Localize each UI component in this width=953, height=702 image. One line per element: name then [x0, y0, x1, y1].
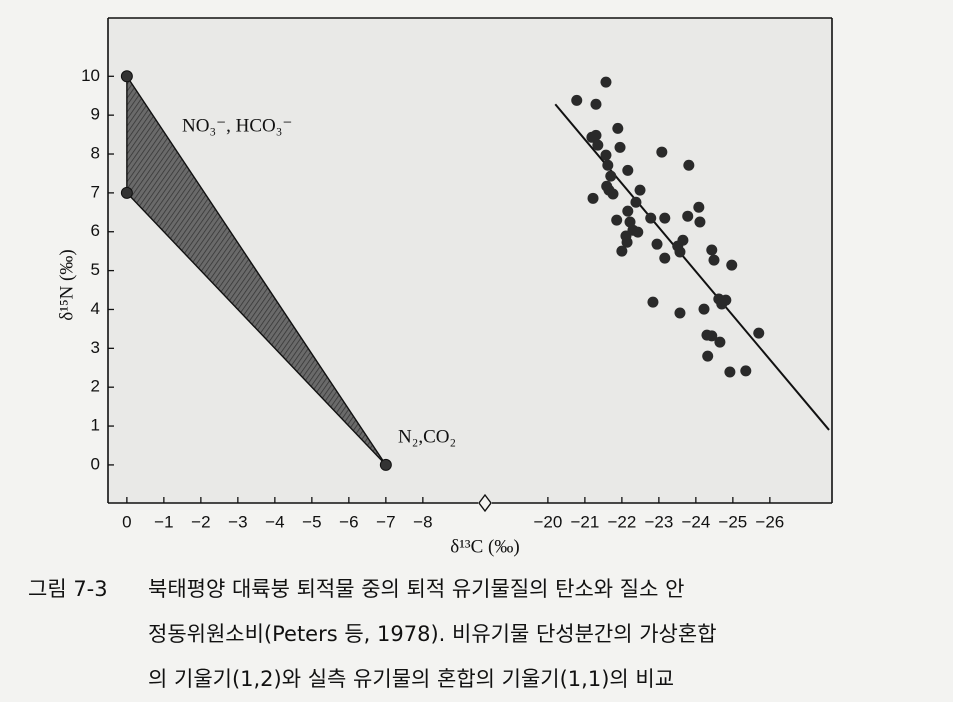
data-point [714, 336, 726, 348]
data-point [590, 129, 602, 141]
data-point [612, 122, 624, 134]
data-point [659, 252, 671, 264]
data-point [571, 94, 583, 106]
data-point [614, 141, 626, 153]
end-member-point [379, 458, 392, 471]
y-tick-label: 3 [91, 338, 100, 357]
x-tick-label: −24 [681, 512, 710, 531]
y-tick-label: 9 [91, 105, 100, 124]
data-point [607, 188, 619, 200]
caption-line: 의 기울기(1,2)와 실측 유기물의 혼합의 기울기(1,1)의 비교 [148, 667, 674, 691]
caption-line: 정동위원소비(Peters 등, 1978). 비유기물 단성분간의 가상혼합 [148, 622, 717, 646]
data-point [600, 149, 612, 161]
caption-line: 북태평양 대륙붕 퇴적물 중의 퇴적 유기물질의 탄소와 질소 안 [148, 577, 684, 601]
y-tick-label: 8 [91, 144, 100, 163]
fit-line [554, 103, 830, 431]
data-point [674, 307, 686, 319]
data-point [622, 205, 634, 217]
data-point [651, 238, 663, 250]
x-tick-label: −1 [154, 512, 173, 531]
data-point [620, 230, 632, 242]
x-tick-label: 0 [122, 512, 131, 531]
x-tick-label: −2 [191, 512, 210, 531]
x-tick-label: −25 [718, 512, 747, 531]
y-tick-label: 0 [91, 454, 100, 473]
y-tick-label: 7 [91, 182, 100, 201]
data-point [702, 350, 714, 362]
data-point [592, 139, 604, 151]
y-tick-label: 10 [81, 66, 100, 85]
data-point [698, 303, 710, 315]
y-tick-label: 6 [91, 221, 100, 240]
data-point [682, 210, 694, 222]
data-point [605, 170, 617, 182]
data-point [726, 259, 738, 271]
data-point [706, 330, 718, 342]
x-tick-label: −23 [644, 512, 673, 531]
data-point [706, 244, 718, 256]
data-point [740, 365, 752, 377]
annotation: N₂,CO₂ [398, 426, 456, 447]
x-tick-label: −20 [533, 512, 562, 531]
x-axis-label: δ¹³C (‰) [450, 536, 519, 557]
data-point [587, 192, 599, 204]
data-point [720, 294, 732, 306]
data-point [634, 184, 646, 196]
data-point [600, 76, 612, 88]
data-point [694, 216, 706, 228]
data-point [622, 164, 634, 176]
x-tick-label: −3 [228, 512, 247, 531]
data-point [616, 245, 628, 257]
data-point [683, 159, 695, 171]
data-point [656, 146, 668, 158]
data-point [590, 98, 602, 110]
data-point [659, 212, 671, 224]
y-tick-label: 2 [91, 377, 100, 396]
x-tick-label: −21 [570, 512, 599, 531]
data-point [674, 246, 686, 258]
x-tick-label: −4 [265, 512, 284, 531]
data-point [753, 327, 765, 339]
x-tick-label: −5 [302, 512, 321, 531]
x-tick-label: −6 [339, 512, 358, 531]
y-tick-label: 1 [91, 416, 100, 435]
caption-label: 그림 7-3 [28, 577, 108, 601]
data-point [724, 366, 736, 378]
data-point [693, 201, 705, 213]
end-member-point [120, 186, 133, 199]
x-tick-label: −8 [413, 512, 432, 531]
data-point [611, 214, 623, 226]
annotation: NO₃⁻, HCO₃⁻ [182, 115, 292, 136]
y-tick-label: 5 [91, 260, 100, 279]
mixing-area [126, 73, 387, 466]
x-tick-label: −26 [755, 512, 784, 531]
data-point [677, 234, 689, 246]
data-point [632, 226, 644, 238]
data-point [645, 212, 657, 224]
data-point [647, 296, 659, 308]
data-point [708, 254, 720, 266]
x-tick-label: −22 [607, 512, 636, 531]
y-tick-label: 4 [91, 299, 100, 318]
axis-break [478, 493, 492, 513]
data-point [602, 159, 614, 171]
end-member-point [120, 70, 133, 83]
plot-frame [107, 17, 833, 504]
y-axis-label: δ¹⁵N (‰) [56, 249, 77, 320]
x-tick-label: −7 [376, 512, 395, 531]
data-point [630, 196, 642, 208]
